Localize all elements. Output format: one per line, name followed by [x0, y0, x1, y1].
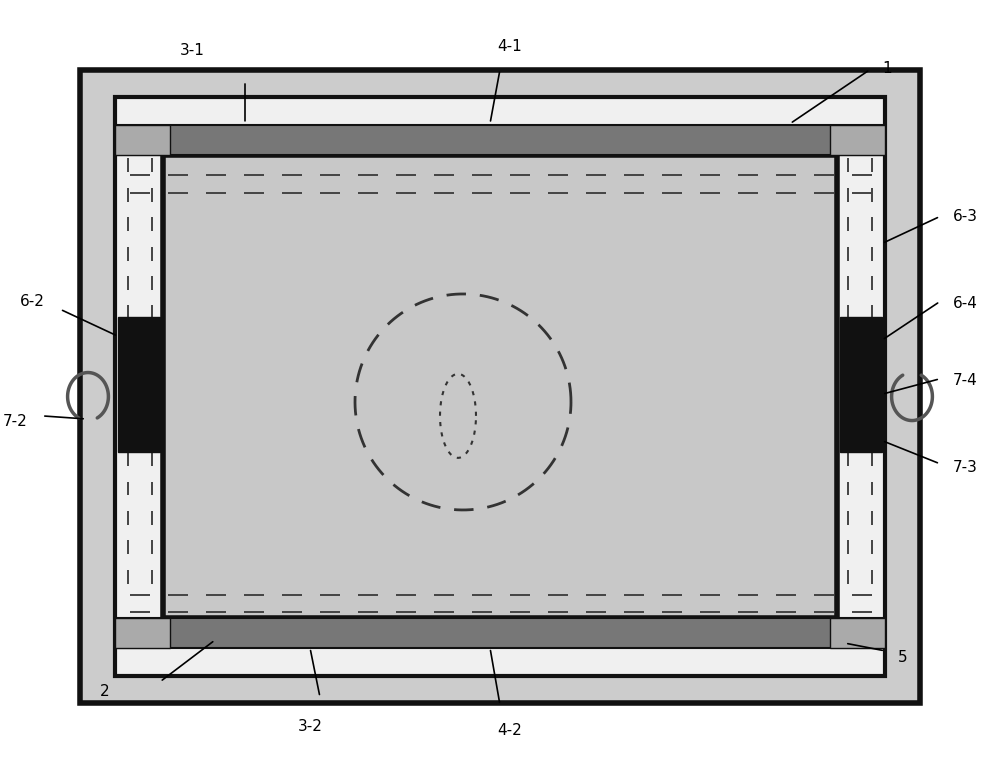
Text: 4-2: 4-2 [498, 723, 522, 738]
Bar [830, 618, 885, 648]
Text: 3-2: 3-2 [298, 719, 322, 734]
Text: 4-1: 4-1 [498, 39, 522, 54]
Bar [115, 618, 885, 648]
Text: 2: 2 [100, 684, 110, 700]
Text: 6-4: 6-4 [953, 295, 978, 311]
Bar [163, 155, 837, 618]
Bar [115, 618, 170, 648]
Bar [80, 70, 920, 703]
Text: 6-2: 6-2 [20, 294, 45, 309]
Bar [115, 125, 885, 155]
Bar [118, 317, 160, 452]
Bar [115, 125, 170, 155]
Text: 3-1: 3-1 [180, 43, 204, 58]
Text: 7-2: 7-2 [3, 414, 28, 429]
Bar [830, 125, 885, 155]
Bar [115, 97, 885, 676]
Text: 7-4: 7-4 [953, 373, 978, 388]
Bar [840, 317, 882, 452]
Text: 7-3: 7-3 [953, 460, 978, 475]
Text: 6-3: 6-3 [953, 209, 978, 224]
Text: 1: 1 [882, 60, 892, 76]
Text: 5: 5 [898, 649, 908, 665]
